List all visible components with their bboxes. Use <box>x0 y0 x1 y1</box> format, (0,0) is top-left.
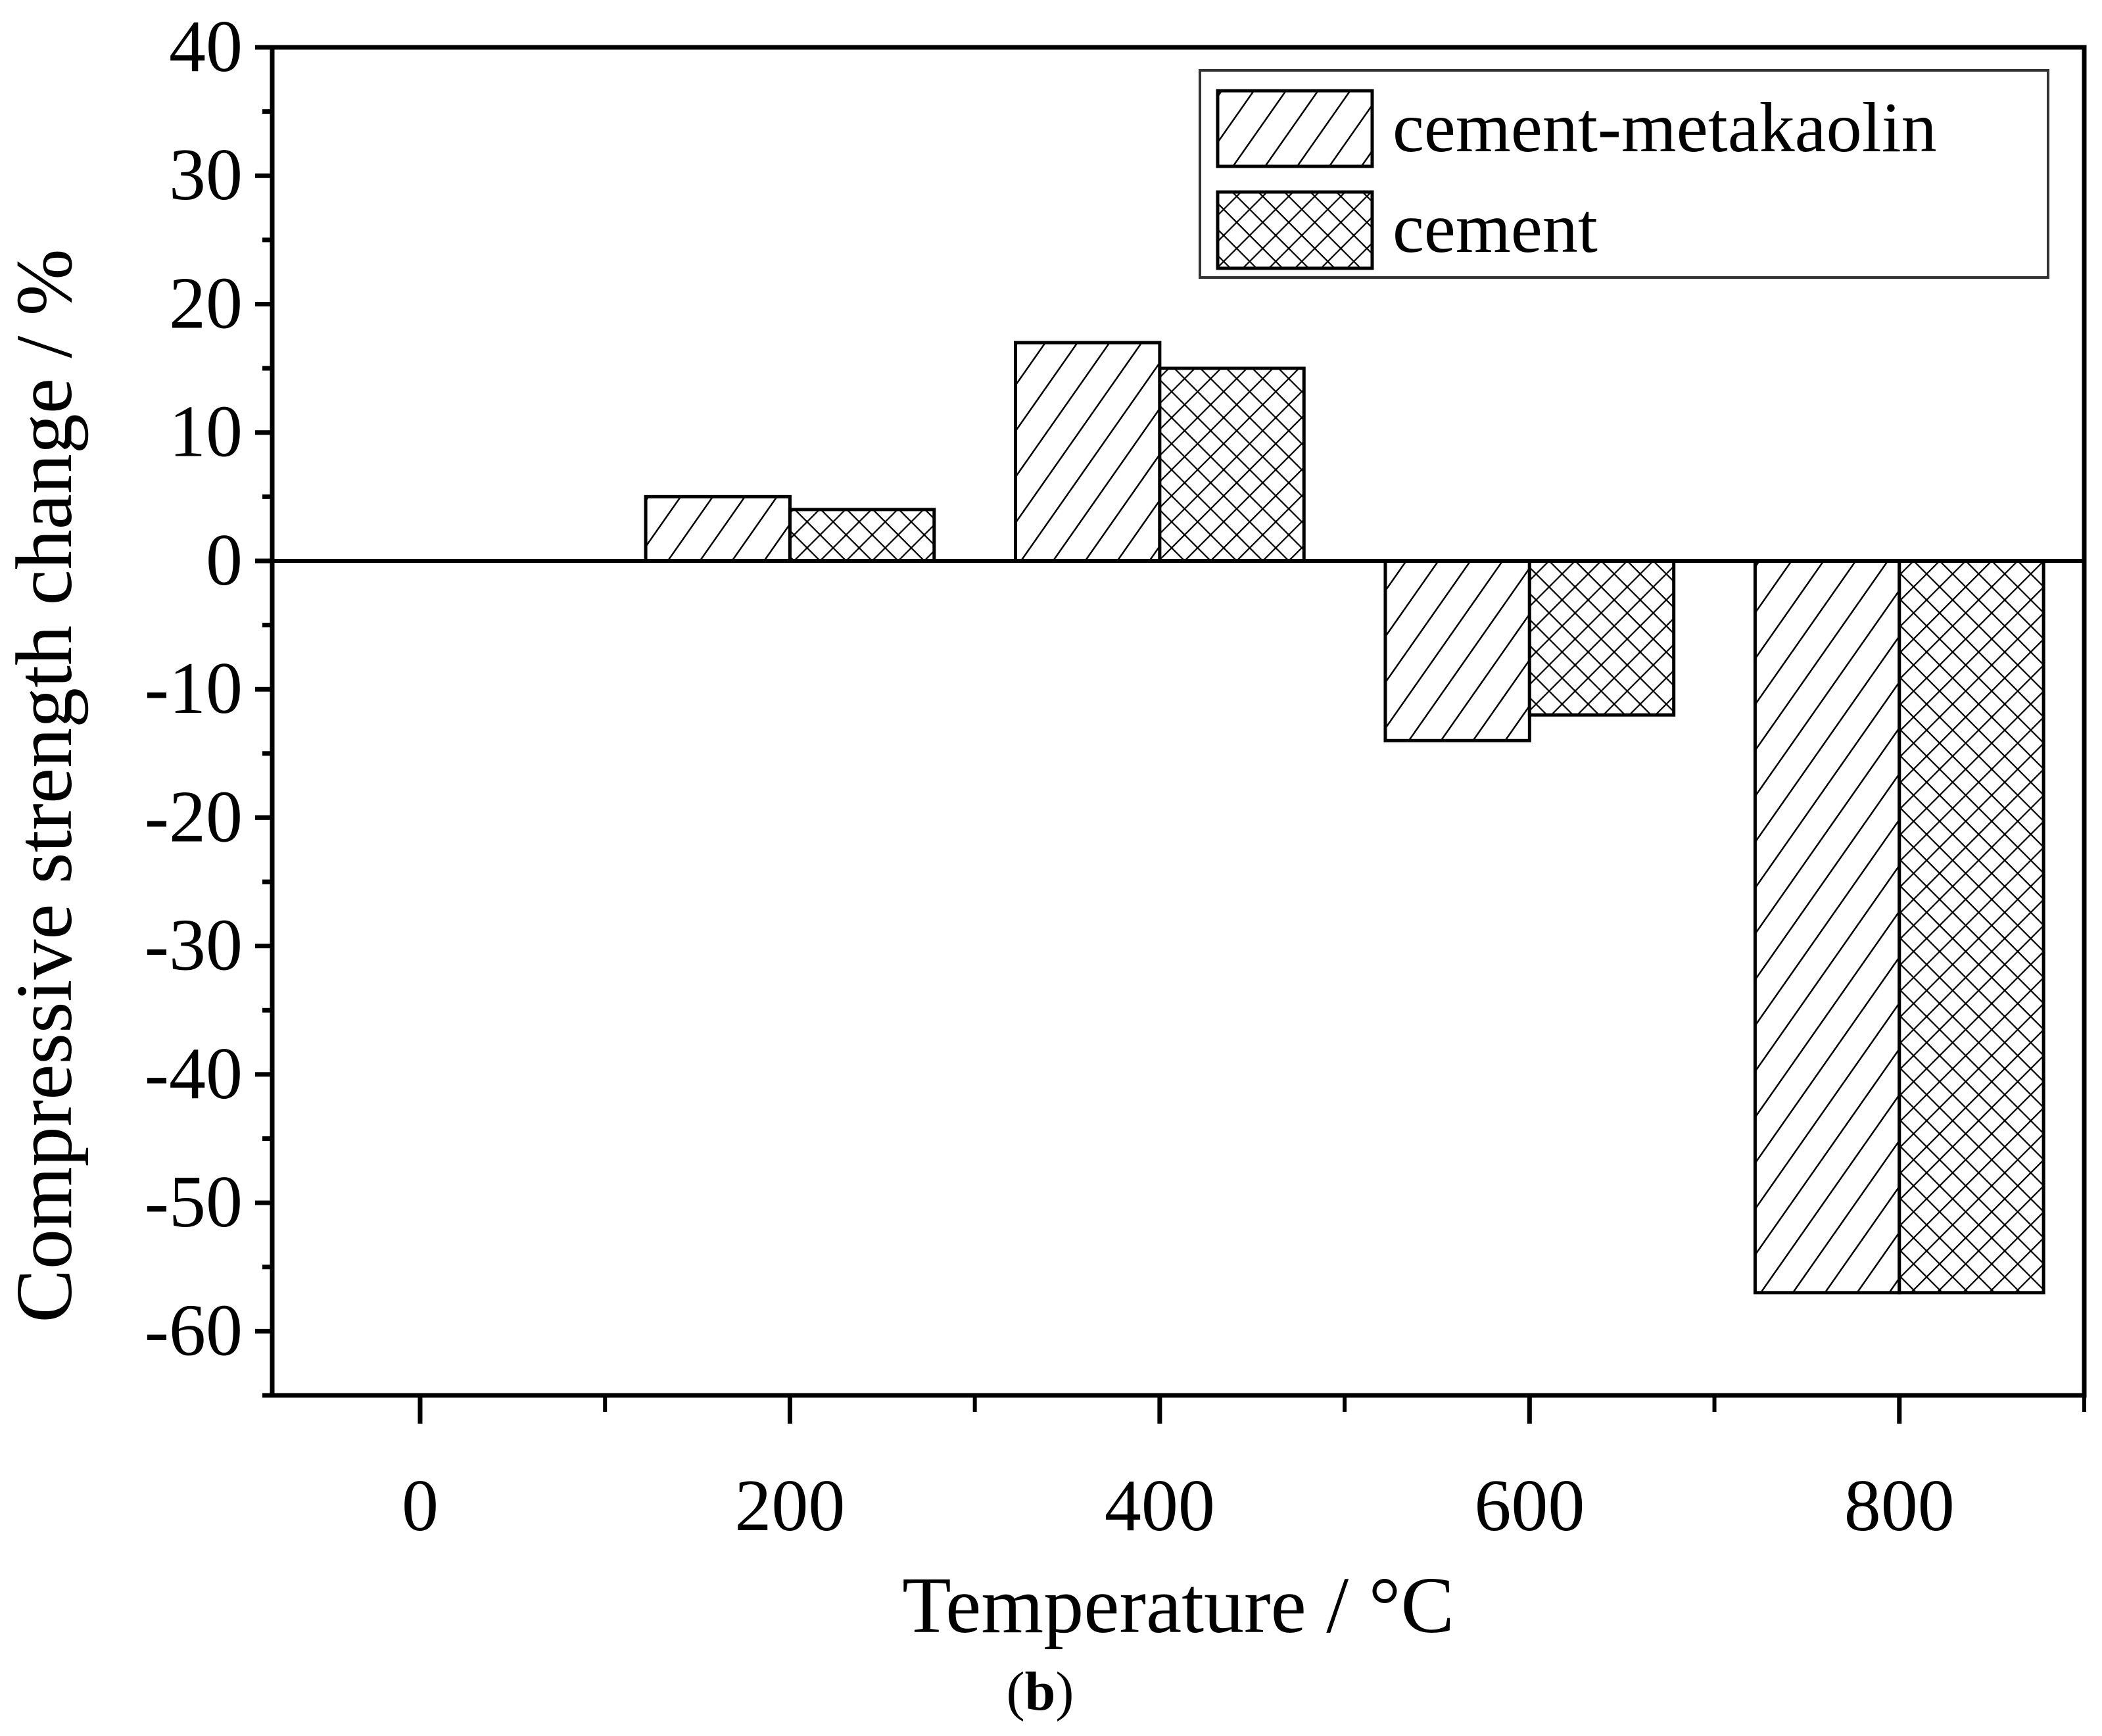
bars-group <box>644 341 2045 1295</box>
y-tick-label: -60 <box>145 1290 243 1371</box>
y-tick-label: 0 <box>206 519 243 601</box>
x-tick-label: 800 <box>1844 1465 1955 1547</box>
legend-label-cement: cement <box>1393 189 1598 268</box>
bar-cement-metakaolin-600 <box>1383 559 1531 742</box>
x-tick-label: 0 <box>402 1465 439 1547</box>
plot-frame <box>263 45 2087 1398</box>
legend-swatch-diagonal-hatch-icon <box>1216 89 1374 168</box>
bar-cement-metakaolin-400 <box>1014 341 1162 563</box>
x-tick-label: 600 <box>1474 1465 1585 1547</box>
legend: cement-metakaolin cement <box>1199 69 2049 279</box>
bar-cement-metakaolin-200 <box>644 494 792 563</box>
figure-caption: (b) <box>1007 1661 1074 1722</box>
y-tick-label: -30 <box>145 905 243 986</box>
y-axis-ticks: 40 30 20 10 0 -10 -20 -30 -40 -50 -60 <box>145 6 272 1398</box>
y-tick-label: 40 <box>169 6 243 87</box>
y-tick-label: 20 <box>169 262 243 344</box>
caption-close-paren: ) <box>1055 1661 1074 1722</box>
bar-cement-600 <box>1527 559 1676 717</box>
bar-cement-metakaolin-800 <box>1753 559 1901 1295</box>
legend-swatch-cross-hatch-icon <box>1216 190 1374 270</box>
y-tick-label: 10 <box>169 391 243 473</box>
y-tick-label: 30 <box>169 134 243 216</box>
y-tick-label: -50 <box>145 1161 243 1243</box>
y-tick-label: -40 <box>145 1033 243 1115</box>
y-tick-label: -10 <box>145 648 243 729</box>
y-tick-label: -20 <box>145 776 243 857</box>
caption-open-paren: ( <box>1007 1661 1025 1722</box>
x-tick-label: 400 <box>1105 1465 1215 1547</box>
x-axis-ticks: 0 200 400 600 800 <box>402 1395 2086 1547</box>
bar-cement-800 <box>1898 559 2045 1295</box>
caption-letter: b <box>1025 1661 1056 1722</box>
legend-label-cement-metakaolin: cement-metakaolin <box>1393 89 1937 167</box>
bar-cement-400 <box>1158 366 1306 563</box>
x-axis-title: Temperature / °C <box>902 1561 1454 1650</box>
x-tick-label: 200 <box>734 1465 845 1547</box>
y-axis-title: Compressive strength change / % <box>0 249 89 1322</box>
bar-cement-200 <box>788 508 936 563</box>
